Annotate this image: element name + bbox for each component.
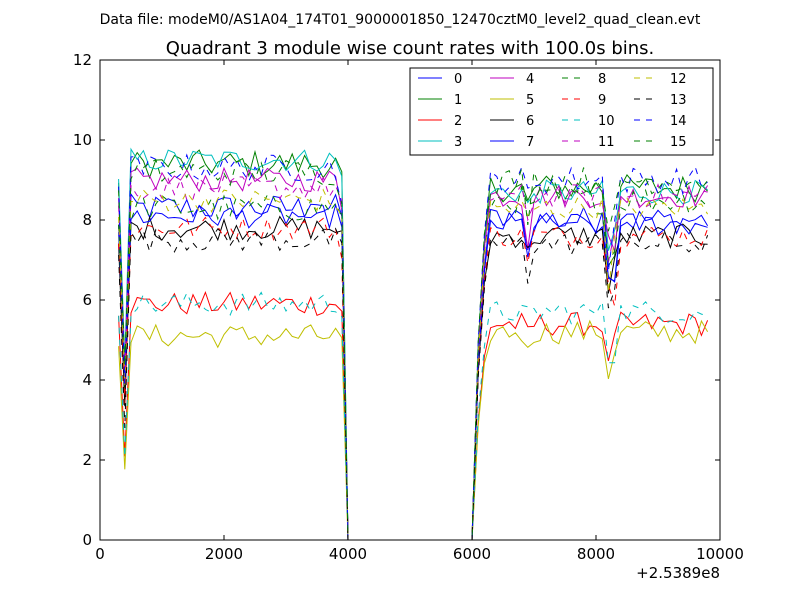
y-tick-label: 8 (82, 211, 92, 229)
y-tick-label: 0 (82, 531, 92, 549)
legend-label-14: 14 (670, 114, 687, 129)
legend-label-2: 2 (454, 114, 462, 129)
y-tick-label: 10 (73, 131, 92, 149)
legend-label-6: 6 (526, 114, 534, 129)
series-line-5 (118, 319, 709, 540)
series-line-11 (118, 175, 708, 540)
y-tick-label: 6 (82, 291, 92, 309)
series-line-2 (118, 290, 709, 540)
series-line-4 (118, 166, 709, 540)
legend-label-0: 0 (454, 72, 462, 87)
series-line-3 (118, 147, 708, 540)
series-line-8 (118, 185, 708, 540)
legend-label-5: 5 (526, 93, 534, 108)
data-file-caption: Data file: modeM0/AS1A04_174T01_90000018… (100, 12, 701, 28)
series-line-10 (118, 291, 708, 540)
x-tick-label: 2000 (205, 545, 243, 563)
legend-frame (409, 67, 714, 156)
x-tick-label: 6000 (453, 545, 491, 563)
legend-label-13: 13 (670, 93, 687, 108)
legend-label-15: 15 (670, 135, 687, 150)
y-tick-label: 2 (82, 451, 92, 469)
legend-label-7: 7 (526, 135, 534, 150)
legend-label-10: 10 (598, 114, 615, 129)
series-line-1 (118, 149, 708, 540)
y-tick-label: 12 (73, 51, 92, 69)
series-line-13 (118, 227, 709, 540)
x-tick-label: 4000 (329, 545, 367, 563)
y-tick-label: 4 (82, 371, 92, 389)
legend-label-3: 3 (454, 135, 462, 150)
legend-label-9: 9 (598, 93, 606, 108)
chart-title: Quadrant 3 module wise count rates with … (166, 38, 655, 59)
series-line-0 (118, 192, 709, 540)
x-offset-label: +2.5389e8 (636, 564, 720, 582)
legend-label-1: 1 (454, 93, 462, 108)
series-line-14 (118, 153, 708, 540)
x-tick-label: 0 (95, 545, 105, 563)
legend-label-12: 12 (670, 72, 687, 87)
series-layer (118, 147, 709, 540)
series-line-12 (118, 188, 709, 540)
x-tick-label: 10000 (696, 545, 744, 563)
legend-label-11: 11 (598, 135, 615, 150)
x-tick-label: 8000 (577, 545, 615, 563)
series-line-7 (118, 203, 708, 540)
series-line-15 (118, 158, 709, 540)
legend-label-8: 8 (598, 72, 606, 87)
series-line-6 (118, 215, 708, 540)
series-line-9 (118, 216, 709, 540)
legend-label-4: 4 (526, 72, 534, 87)
